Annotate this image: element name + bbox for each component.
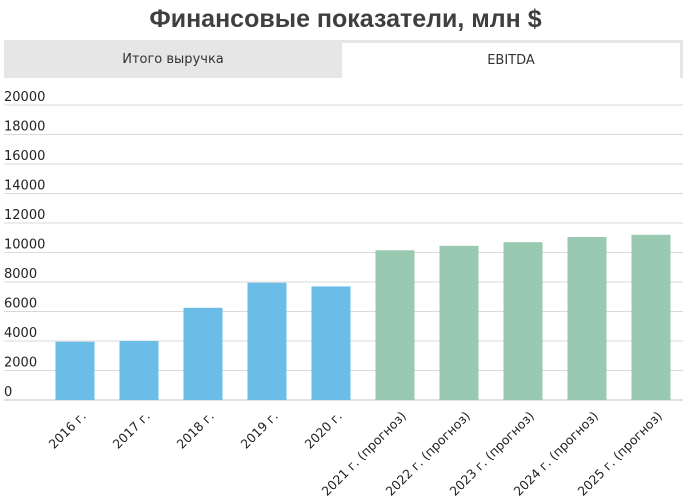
tab-ebitda-label: EBITDA <box>487 53 535 68</box>
bar <box>439 245 479 400</box>
y-tick-label: 6000 <box>4 297 37 312</box>
x-tick-label: 2019 г. <box>238 408 281 451</box>
chart-title: Финансовые показатели, млн $ <box>149 5 542 33</box>
bar <box>311 286 351 400</box>
y-tick-label: 18000 <box>4 120 45 135</box>
y-tick-label: 14000 <box>4 179 45 194</box>
y-tick-label: 8000 <box>4 267 37 282</box>
x-tick-label: 2018 г. <box>174 408 217 451</box>
y-tick-label: 10000 <box>4 238 45 253</box>
y-tick-label: 4000 <box>4 326 37 341</box>
bar <box>567 237 607 400</box>
x-tick-label: 2017 г. <box>110 408 153 451</box>
tab-ebitda[interactable]: EBITDA <box>342 40 683 78</box>
bar <box>631 234 671 400</box>
tab-bar: Итого выручка EBITDA <box>4 40 683 78</box>
y-tick-label: 2000 <box>4 356 37 371</box>
y-tick-label: 12000 <box>4 208 45 223</box>
x-tick-label: 2020 г. <box>302 408 345 451</box>
y-tick-label: 20000 <box>4 90 45 105</box>
tab-total-revenue[interactable]: Итого выручка <box>4 40 342 78</box>
bar <box>247 282 287 400</box>
bar <box>55 341 95 400</box>
y-tick-label: 16000 <box>4 149 45 164</box>
bar <box>503 242 543 400</box>
bar <box>375 250 415 400</box>
tab-total-revenue-label: Итого выручка <box>122 51 224 67</box>
y-tick-label: 0 <box>4 385 12 400</box>
x-tick-label: 2016 г. <box>46 408 89 451</box>
bar <box>183 307 223 400</box>
bar <box>119 341 159 400</box>
